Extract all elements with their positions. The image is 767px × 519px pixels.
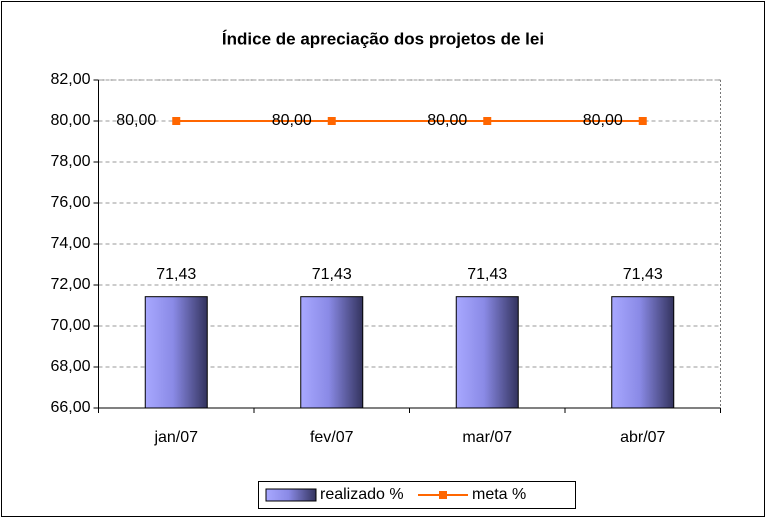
x-tick-label: abr/07 [620, 429, 665, 446]
y-tick-label: 76,00 [50, 194, 90, 211]
marker [638, 117, 647, 125]
y-tick-label: 68,00 [50, 358, 90, 375]
data-label: 71,43 [623, 266, 663, 283]
bar [300, 296, 364, 409]
legend-swatch [439, 491, 447, 499]
marker [172, 117, 181, 125]
y-tick-label: 70,00 [50, 317, 90, 334]
legend-swatch [265, 488, 317, 502]
legend-label: realizado % [320, 486, 404, 503]
y-tick-label: 66,00 [50, 399, 90, 416]
data-label: 80,00 [272, 112, 312, 129]
data-label: 71,43 [156, 266, 196, 283]
bar [611, 296, 675, 409]
bar [144, 296, 208, 409]
data-label: 80,00 [116, 112, 156, 129]
y-tick-label: 78,00 [50, 153, 90, 170]
data-label: 71,43 [467, 266, 507, 283]
chart-title: Índice de apreciação dos projetos de lei [222, 29, 544, 48]
y-tick-label: 80,00 [50, 112, 90, 129]
legend-label: meta % [472, 486, 526, 503]
bar [455, 296, 519, 409]
marker [327, 117, 336, 125]
data-label: 80,00 [427, 112, 467, 129]
x-tick-label: fev/07 [310, 429, 354, 446]
marker [483, 117, 492, 125]
y-tick-label: 82,00 [50, 71, 90, 88]
y-tick-label: 72,00 [50, 276, 90, 293]
data-label: 80,00 [583, 112, 623, 129]
x-tick-label: jan/07 [153, 429, 198, 446]
data-label: 71,43 [312, 266, 352, 283]
y-tick-label: 74,00 [50, 235, 90, 252]
x-tick-label: mar/07 [462, 429, 512, 446]
